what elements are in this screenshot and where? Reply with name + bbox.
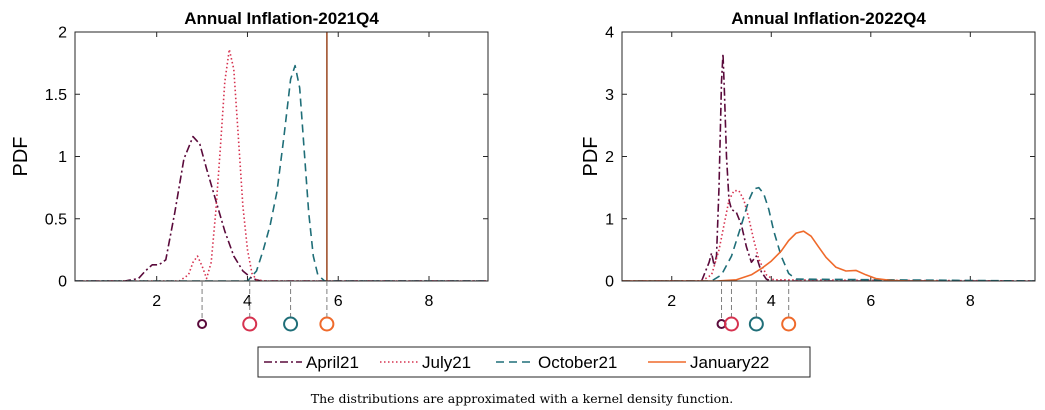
y-tick-label: 0 — [58, 274, 67, 291]
legend-label-april21: April21 — [306, 353, 359, 372]
legend-label-july21: July21 — [422, 353, 471, 372]
series-line-april21 — [75, 135, 488, 281]
y-tick-label: 4 — [605, 25, 614, 42]
marker-circle-january22 — [319, 316, 335, 332]
y-tick-label: 2 — [605, 149, 614, 166]
y-axis-label: PDF — [10, 137, 32, 177]
legend-label-october21: October21 — [538, 353, 617, 372]
chart-panel-2022q4: Annual Inflation-2022Q4 PDF 0 1 2 3 4 2 4 6 8 — [580, 9, 1036, 332]
x-tick-label: 4 — [767, 293, 776, 310]
x-tick-label: 8 — [966, 293, 975, 310]
legend-label-january22: January22 — [690, 353, 769, 372]
chart-panel-2021q4: Annual Inflation-2021Q4 PDF 0 0.5 1 1.5 2 2 4 6 8 — [10, 9, 489, 332]
series-line-july21 — [622, 189, 1035, 281]
x-tick-label: 6 — [334, 293, 343, 310]
series-line-january22 — [622, 230, 938, 281]
marker-circle-july21 — [242, 316, 258, 332]
y-tick-label: 1 — [605, 211, 614, 228]
x-tick-label: 8 — [425, 293, 434, 310]
axes-box — [74, 31, 489, 282]
series-line-july21 — [75, 48, 488, 281]
marker-circle-january22 — [781, 316, 797, 332]
y-tick-label: 1 — [58, 149, 67, 166]
series-group — [622, 52, 1035, 281]
marker-circle-april21 — [197, 319, 208, 329]
y-axis-label: PDF — [580, 137, 602, 177]
caption: The distributions are approximated with … — [311, 391, 733, 406]
x-tick-label: 2 — [667, 293, 676, 310]
series-line-october21 — [75, 64, 488, 281]
series-line-october21 — [622, 186, 1035, 281]
axes-box — [621, 31, 1036, 282]
y-tick-label: 3 — [605, 87, 614, 104]
y-tick-label: 2 — [58, 25, 67, 42]
series-line-april21 — [622, 52, 1035, 281]
x-tick-label: 2 — [152, 293, 161, 310]
x-tick-label: 4 — [243, 293, 252, 310]
chart-title: Annual Inflation-2022Q4 — [731, 9, 926, 28]
series-group — [75, 48, 488, 281]
y-tick-label: 1.5 — [45, 87, 67, 104]
marker-circle-october21 — [748, 316, 764, 332]
legend-box — [257, 346, 811, 378]
chart-title: Annual Inflation-2021Q4 — [184, 9, 379, 28]
marker-circle-october21 — [283, 316, 299, 332]
y-tick-label: 0 — [605, 274, 614, 291]
marker-circle-july21 — [723, 316, 739, 332]
legend: April21 July21 October21 January22 — [257, 346, 811, 378]
x-tick-label: 6 — [866, 293, 875, 310]
y-tick-label: 0.5 — [45, 211, 67, 228]
